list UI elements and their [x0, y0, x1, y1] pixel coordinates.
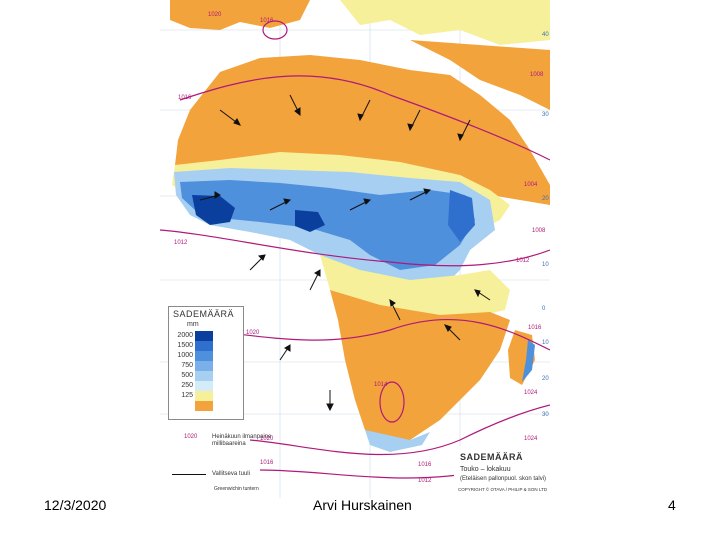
isobar-label: 1020 [246, 330, 260, 336]
legend-row: 2000 [171, 331, 241, 341]
isobar-label: 1016 [260, 18, 274, 24]
legend-swatch [195, 331, 213, 341]
legend-label: 1500 [177, 342, 193, 349]
key-isobar-value: 1020 [184, 434, 198, 440]
wind-arrows [199, 94, 491, 412]
africa-sahara [175, 55, 550, 205]
legend-row: 500 [171, 371, 241, 381]
africa-wet-core-ethiopia [448, 190, 475, 242]
lat-label: 20 [542, 376, 549, 382]
slide-author: Arvi Hurskainen [313, 497, 412, 513]
legend-label: 250 [181, 382, 193, 389]
legend-swatch [195, 401, 213, 411]
key-greenwich: Greenwichin tuntern [214, 486, 259, 492]
legend-title: SADEMÄÄRÄ [173, 309, 235, 319]
isobar-label: 1004 [524, 182, 538, 188]
map-title-box: SADEMÄÄRÄ Touko – lokakuu (Eteläisen pal… [454, 446, 550, 498]
lat-label: 10 [542, 340, 549, 346]
isobar-label: 1016 [418, 462, 432, 468]
isobar-label: 1020 [260, 436, 274, 442]
legend-swatch [195, 391, 213, 401]
legend-swatch [195, 361, 213, 371]
legend-swatch [195, 341, 213, 351]
legend-row: 1000 [171, 351, 241, 361]
lat-label: 10 [542, 262, 549, 268]
legend-row: 1500 [171, 341, 241, 351]
legend-label: 1000 [177, 352, 193, 359]
africa-wet-core-west [192, 195, 235, 225]
legend-row: 750 [171, 361, 241, 371]
key-isobar-text: Heinäkuun ilmanpaine millibaareina [212, 434, 272, 447]
lat-label: 20 [542, 196, 549, 202]
slide-page-number: 4 [668, 497, 676, 513]
isobar-label: 1012 [174, 240, 188, 246]
madagascar-east-wet [522, 340, 535, 382]
slide-date: 12/3/2020 [44, 497, 107, 513]
africa-wet-core-cameroon [295, 210, 325, 232]
isobar-label: 1024 [524, 390, 538, 396]
africa-cape-strip [365, 430, 430, 452]
lat-label: 30 [542, 112, 549, 118]
legend-swatch [195, 371, 213, 381]
legend-label: 500 [181, 372, 193, 379]
legend-swatch [195, 351, 213, 361]
map-copyright: COPYRIGHT © OTAVA / PHILIP & SON LTD [458, 487, 548, 492]
africa-rainfall-map: SADEMÄÄRÄ mm 2000 1500 1000 750 500 250 … [160, 0, 550, 498]
lat-label: 30 [542, 412, 549, 418]
legend-unit: mm [187, 321, 199, 328]
europe-east-land [340, 0, 550, 45]
isobar-label: 1008 [530, 72, 544, 78]
map-title: SADEMÄÄRÄ [460, 452, 523, 462]
isobar-label: 1016 [528, 325, 542, 331]
isobar-label: 1014 [374, 382, 388, 388]
isobar-label: 1024 [524, 436, 538, 442]
africa-south-dry [330, 290, 510, 445]
isobar-label: 1016 [178, 95, 192, 101]
legend-label: 750 [181, 362, 193, 369]
isobar-label: 1012 [516, 258, 530, 264]
map-key: 1020 Heinäkuun ilmanpaine millibaareina … [170, 430, 300, 492]
lat-label: 0 [542, 306, 546, 312]
map-subtitle: Touko – lokakuu [460, 466, 511, 473]
legend-row: 250 [171, 381, 241, 391]
isobar-label: 1012 [418, 478, 432, 484]
isobar-label: 1020 [208, 12, 222, 18]
legend-label: 125 [181, 392, 193, 399]
legend-row: 125 [171, 391, 241, 401]
map-graphic [160, 0, 550, 498]
lat-label: 40 [542, 32, 549, 38]
key-wind-arrow [172, 474, 206, 475]
isobar-label: 1008 [532, 228, 546, 234]
key-wind-text: Vallitseva tuuli [212, 471, 250, 477]
map-subtitle-2: (Eteläisen pallonpuol. skon talvi) [460, 476, 547, 482]
europe-land [170, 0, 310, 30]
legend-swatch [195, 381, 213, 391]
legend-row [171, 401, 241, 411]
isobar-label: 1016 [260, 460, 274, 466]
africa-wet-belt-mid [180, 180, 475, 270]
middle-east-land [410, 40, 550, 110]
legend-label: 2000 [177, 332, 193, 339]
rainfall-legend: SADEMÄÄRÄ mm 2000 1500 1000 750 500 250 … [168, 306, 244, 420]
